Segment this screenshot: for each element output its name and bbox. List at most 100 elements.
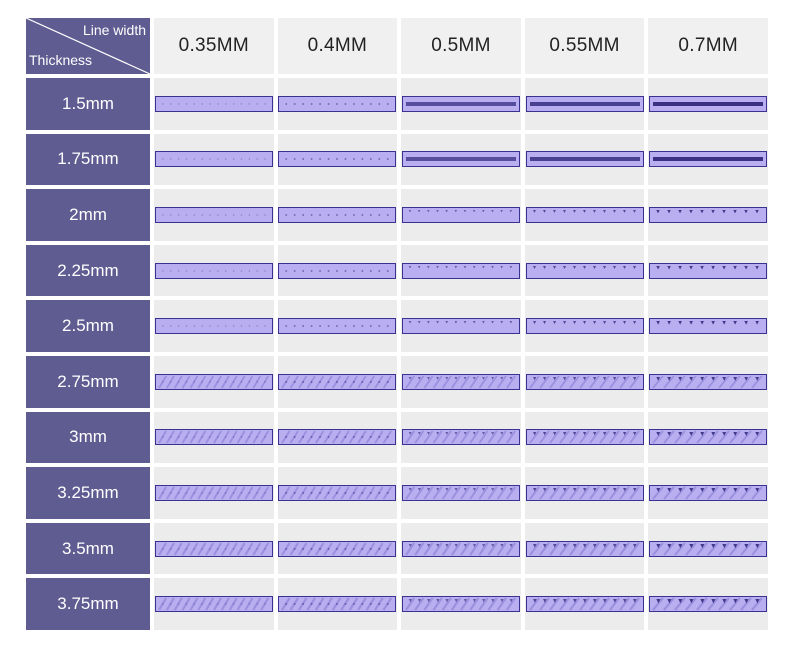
row-header: 3.5mm bbox=[26, 522, 150, 575]
sample-strip bbox=[525, 540, 644, 557]
sample-cell bbox=[154, 522, 274, 575]
sample-cell bbox=[524, 355, 645, 408]
sample-strip bbox=[278, 373, 397, 390]
diagonal-divider bbox=[26, 18, 150, 74]
sample-strip bbox=[278, 262, 397, 279]
sample-strip bbox=[278, 151, 397, 168]
sample-strip bbox=[525, 262, 644, 279]
sample-strip bbox=[401, 206, 520, 223]
sample-strip bbox=[649, 373, 768, 390]
sample-cell bbox=[154, 244, 274, 297]
sample-cell bbox=[401, 467, 521, 519]
sample-strip bbox=[401, 540, 520, 557]
column-header: 0.4MM bbox=[277, 18, 398, 74]
sample-strip bbox=[525, 373, 644, 390]
sample-cell bbox=[277, 133, 398, 186]
sample-strip bbox=[154, 373, 273, 390]
sample-strip bbox=[154, 429, 273, 446]
sample-strip bbox=[278, 95, 397, 112]
sample-cell bbox=[401, 300, 521, 352]
sample-cell bbox=[277, 578, 398, 630]
sample-strip bbox=[401, 484, 520, 501]
sample-strip bbox=[525, 206, 644, 223]
sample-strip bbox=[525, 429, 644, 446]
sample-strip bbox=[278, 206, 397, 223]
sample-cell bbox=[277, 522, 398, 575]
row-header: 3mm bbox=[26, 411, 150, 464]
sample-strip bbox=[154, 596, 273, 613]
sample-strip bbox=[649, 318, 768, 335]
sample-strip bbox=[649, 596, 768, 613]
sample-strip bbox=[649, 151, 768, 168]
sample-cell bbox=[277, 244, 398, 297]
sample-strip bbox=[154, 262, 273, 279]
row-header: 2.75mm bbox=[26, 355, 150, 408]
sample-strip bbox=[154, 206, 273, 223]
sample-strip bbox=[401, 262, 520, 279]
sample-cell bbox=[524, 411, 645, 464]
column-header: 0.5MM bbox=[401, 18, 521, 74]
row-header: 2.25mm bbox=[26, 244, 150, 297]
row-header: 1.75mm bbox=[26, 133, 150, 186]
column-header: 0.55MM bbox=[524, 18, 645, 74]
sample-strip bbox=[525, 95, 644, 112]
sample-cell bbox=[648, 355, 768, 408]
sample-strip bbox=[525, 596, 644, 613]
sample-strip bbox=[278, 429, 397, 446]
row-header: 3.25mm bbox=[26, 467, 150, 519]
sample-cell bbox=[648, 411, 768, 464]
sample-cell bbox=[648, 133, 768, 186]
sample-cell bbox=[648, 300, 768, 352]
sample-cell bbox=[401, 189, 521, 241]
sample-cell bbox=[524, 78, 645, 130]
sample-strip bbox=[401, 373, 520, 390]
infill-comparison-table: Line width Thickness 0.35MM 0.4MM 0.5MM 0.5… bbox=[26, 18, 768, 630]
sample-strip bbox=[154, 540, 273, 557]
sample-strip bbox=[154, 151, 273, 168]
sample-cell bbox=[524, 244, 645, 297]
sample-strip bbox=[401, 318, 520, 335]
line-width-label: Line width bbox=[82, 22, 146, 38]
row-header: 1.5mm bbox=[26, 78, 150, 130]
sample-strip bbox=[525, 318, 644, 335]
sample-cell bbox=[154, 578, 274, 630]
sample-strip bbox=[278, 596, 397, 613]
sample-cell bbox=[277, 78, 398, 130]
sample-strip bbox=[401, 151, 520, 168]
sample-strip bbox=[278, 540, 397, 557]
sample-cell bbox=[277, 467, 398, 519]
column-header: 0.35MM bbox=[154, 18, 274, 74]
sample-cell bbox=[524, 189, 645, 241]
sample-cell bbox=[648, 78, 768, 130]
column-header: 0.7MM bbox=[648, 18, 768, 74]
sample-cell bbox=[401, 78, 521, 130]
sample-cell bbox=[524, 300, 645, 352]
sample-strip bbox=[278, 318, 397, 335]
sample-strip bbox=[649, 206, 768, 223]
sample-cell bbox=[401, 522, 521, 575]
sample-strip bbox=[154, 484, 273, 501]
sample-cell bbox=[648, 244, 768, 297]
sample-cell bbox=[154, 189, 274, 241]
row-header: 2.5mm bbox=[26, 300, 150, 352]
sample-cell bbox=[154, 411, 274, 464]
thickness-label: Thickness bbox=[29, 52, 93, 68]
sample-cell bbox=[154, 78, 274, 130]
row-header: 2mm bbox=[26, 189, 150, 241]
sample-cell bbox=[524, 522, 645, 575]
sample-cell bbox=[401, 578, 521, 630]
corner-header: Line width Thickness bbox=[26, 18, 150, 74]
sample-cell bbox=[524, 578, 645, 630]
sample-cell bbox=[277, 355, 398, 408]
sample-strip bbox=[649, 484, 768, 501]
sample-cell bbox=[524, 133, 645, 186]
sample-cell bbox=[277, 411, 398, 464]
sample-cell bbox=[154, 355, 274, 408]
sample-strip bbox=[401, 95, 520, 112]
sample-strip bbox=[401, 596, 520, 613]
sample-cell bbox=[154, 467, 274, 519]
sample-strip bbox=[154, 95, 273, 112]
sample-strip bbox=[649, 262, 768, 279]
sample-cell bbox=[154, 133, 274, 186]
sample-strip bbox=[525, 151, 644, 168]
